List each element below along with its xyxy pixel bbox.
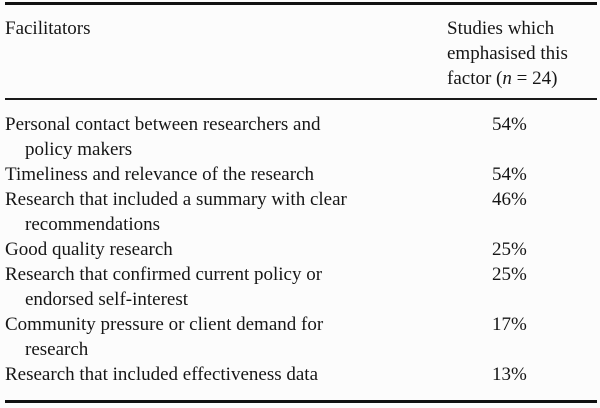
header-studies-line2: emphasised this	[447, 43, 568, 64]
facilitator-label-line: policy makers	[25, 139, 133, 160]
table-row: Research that included a summary with cl…	[5, 187, 597, 237]
percentage-value: 13%	[492, 364, 527, 385]
percentage-value: 46%	[492, 189, 527, 210]
table-row: Personal contact between researchers and…	[5, 112, 597, 162]
table-row: Good quality research 25%	[5, 237, 597, 262]
facilitator-label: Personal contact between researchers and…	[5, 112, 447, 162]
table-row: Timeliness and relevance of the research…	[5, 162, 597, 187]
facilitator-label-line: Community pressure or client demand for	[5, 314, 324, 335]
header-factor-post: = 24)	[511, 68, 558, 89]
facilitator-label: Research that confirmed current policy o…	[5, 262, 447, 312]
facilitator-label-line: research	[25, 339, 89, 360]
table-row: Research that confirmed current policy o…	[5, 262, 597, 312]
percentage-value: 54%	[492, 164, 527, 185]
table-header-row: Facilitators Studies which emphasised th…	[5, 5, 597, 98]
facilitator-label-line: endorsed self-interest	[25, 289, 189, 310]
facilitator-label-line: Timeliness and relevance of the research	[5, 164, 314, 185]
facilitator-label-line: Personal contact between researchers and	[5, 114, 321, 135]
facilitator-label-line: Research that confirmed current policy o…	[5, 264, 323, 285]
header-facilitators: Facilitators	[5, 18, 91, 39]
facilitator-label: Timeliness and relevance of the research	[5, 162, 447, 187]
header-studies-column: Studies which emphasised this factor (n …	[447, 16, 597, 91]
table-body: Personal contact between researchers and…	[5, 100, 597, 400]
facilitator-label-line: recommendations	[25, 214, 161, 235]
facilitator-label: Research that included effectiveness dat…	[5, 362, 447, 387]
facilitator-label: Good quality research	[5, 237, 447, 262]
percentage-value: 17%	[492, 314, 527, 335]
header-factor-pre: factor (	[447, 68, 503, 89]
header-studies-line3: factor (n = 24)	[447, 66, 597, 91]
table-row: Community pressure or client demand for …	[5, 312, 597, 362]
facilitator-label: Community pressure or client demand for …	[5, 312, 447, 362]
facilitator-label-line: Good quality research	[5, 239, 173, 260]
percentage-value: 25%	[492, 264, 527, 285]
percentage-value: 25%	[492, 239, 527, 260]
header-n-symbol: n	[502, 68, 512, 89]
table-bottom-rule	[5, 400, 597, 403]
table-top-rule	[5, 2, 597, 5]
percentage-value: 54%	[492, 114, 527, 135]
header-studies-line1: Studies which	[447, 18, 555, 39]
table-header-rule	[5, 98, 597, 100]
facilitator-label-line: Research that included effectiveness dat…	[5, 364, 319, 385]
facilitator-label-line: Research that included a summary with cl…	[5, 189, 347, 210]
facilitator-label: Research that included a summary with cl…	[5, 187, 447, 237]
table-row: Research that included effectiveness dat…	[5, 362, 597, 387]
